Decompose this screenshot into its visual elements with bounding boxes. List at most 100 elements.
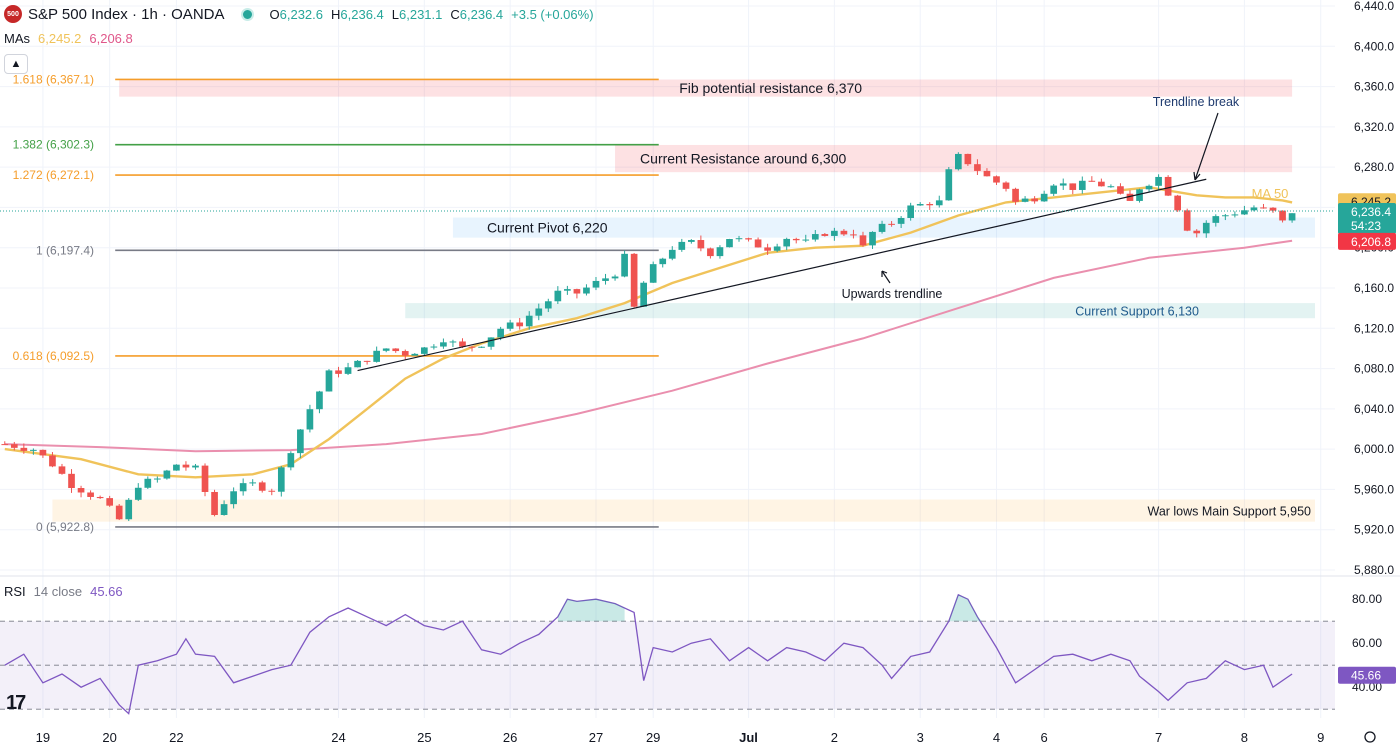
ma200-line [4, 239, 1293, 453]
candle-body [1174, 195, 1181, 211]
candle-body [1088, 180, 1096, 182]
ma50-annotation: MA 50 [1252, 186, 1289, 201]
upwards-trendline-label: Upwards trendline [842, 287, 943, 301]
symbol-logo-icon[interactable]: 500 [4, 5, 22, 23]
fib-label: 1.618 (6,367.1) [13, 72, 94, 86]
candle-body [993, 176, 1000, 183]
change-value: +3.5 (+0.06%) [511, 6, 594, 22]
tradingview-logo-icon[interactable]: 17 [6, 692, 26, 714]
candle-body [564, 289, 571, 291]
candle-body [678, 241, 686, 250]
candle-body [192, 465, 199, 468]
candle-body [68, 473, 75, 489]
candle-body [592, 280, 600, 288]
candle-body [325, 370, 333, 392]
candle-body [478, 346, 485, 348]
candle-body [1, 444, 9, 446]
y-tick-label: 5,920.0 [1354, 523, 1394, 537]
close-label: C [450, 6, 460, 22]
x-tick-label: 7 [1155, 730, 1162, 745]
y-tick-label: 6,080.0 [1354, 362, 1394, 376]
symbol-title[interactable]: S&P 500 Index · 1h · OANDA [28, 5, 225, 23]
candle-body [1145, 185, 1153, 190]
rsi-y-tick-label: 60.00 [1352, 636, 1382, 650]
zone-war-rect [52, 499, 1316, 522]
mas-legend[interactable]: MAs 6,245.2 6,206.8 [4, 31, 133, 46]
candle-body [1193, 230, 1201, 234]
candle-body [430, 346, 438, 348]
x-tick-label: Jul [739, 730, 758, 745]
low-label: L [391, 6, 399, 22]
y-tick-label: 6,360.0 [1354, 80, 1394, 94]
candle-body [487, 337, 495, 347]
candle-body [668, 249, 676, 259]
annotations-layer: Upwards trendline Trendline break MA 50 [0, 95, 1335, 372]
candle-body [239, 483, 247, 492]
candle-body [1031, 198, 1038, 202]
rsi-value-text: 45.66 [1351, 669, 1381, 683]
candle-body [888, 223, 895, 225]
rsi-legend[interactable]: RSI 14 close 45.66 [4, 584, 123, 599]
x-tick-label: 3 [917, 730, 924, 745]
y-tick-label: 5,960.0 [1354, 482, 1394, 496]
candle-body [688, 240, 695, 242]
rsi-layer [0, 593, 1335, 715]
x-tick-label: 8 [1241, 730, 1248, 745]
candle-body [201, 465, 209, 492]
candle-body [87, 492, 94, 497]
ma50-layer [4, 186, 1293, 479]
candle-body [1069, 183, 1077, 190]
candle-body [411, 353, 419, 356]
candle-body [144, 478, 152, 488]
candle-body [878, 223, 886, 232]
rsi-value-badge [1338, 666, 1396, 684]
x-tick-label: 19 [36, 730, 50, 745]
y-tick-label: 6,120.0 [1354, 321, 1394, 335]
candle-body [869, 231, 876, 246]
arrow-down-icon [1193, 112, 1219, 181]
rsi-overbought-fill [557, 599, 625, 622]
trendline-break-label: Trendline break [1153, 95, 1240, 109]
open-label: O [269, 6, 280, 22]
mas-label: MAs [4, 31, 30, 46]
ohlc-values: O6,232.6 H6,236.4 L6,231.1 C6,236.4 +3.5… [270, 7, 594, 22]
candle-body [401, 351, 409, 356]
x-tick-label: 27 [589, 730, 603, 745]
candle-body [459, 341, 466, 347]
x-tick-label: 26 [503, 730, 517, 745]
candle-body [1212, 216, 1220, 223]
candle-body [258, 482, 266, 491]
ma50-line [4, 186, 1293, 479]
candle-body [583, 287, 590, 294]
candle-body [344, 367, 352, 374]
market-status-icon[interactable] [240, 7, 254, 21]
chevron-up-icon[interactable]: ▲ [4, 54, 28, 74]
fib-label: 1 (6,197.4) [36, 243, 94, 257]
zones-layer: Fib potential resistance 6,370 Current Re… [52, 79, 1316, 522]
candle-body [1136, 189, 1143, 201]
candle-body [125, 499, 133, 520]
high-label: H [331, 6, 341, 22]
x-tick-label: 2 [831, 730, 838, 745]
candle-body [1078, 180, 1086, 190]
current-price-badge [1338, 203, 1396, 235]
zone-label: Current Resistance around 6,300 [640, 151, 846, 167]
settings-icon [1364, 731, 1376, 743]
candle-body [1021, 198, 1029, 202]
y-tick-label: 6,440.0 [1354, 0, 1394, 13]
candle-body [916, 204, 924, 206]
candle-body [49, 455, 56, 467]
candle-body [964, 153, 972, 165]
candle-body [277, 467, 285, 492]
candle-body [1222, 215, 1229, 217]
x-tick-label: 22 [169, 730, 183, 745]
fib-layer: 1.618 (6,367.1) 1.382 (6,302.3) 1.272 (6,2… [13, 72, 659, 534]
price-labels-layer: 6,245.26,236.454:236,206.845.66 [1338, 193, 1396, 684]
candle-body [30, 449, 37, 451]
y-tick-label: 5,880.0 [1354, 563, 1394, 577]
candle-body [726, 239, 733, 248]
candle-body [907, 205, 914, 219]
candle-body [421, 347, 428, 354]
candle-body [840, 230, 848, 235]
